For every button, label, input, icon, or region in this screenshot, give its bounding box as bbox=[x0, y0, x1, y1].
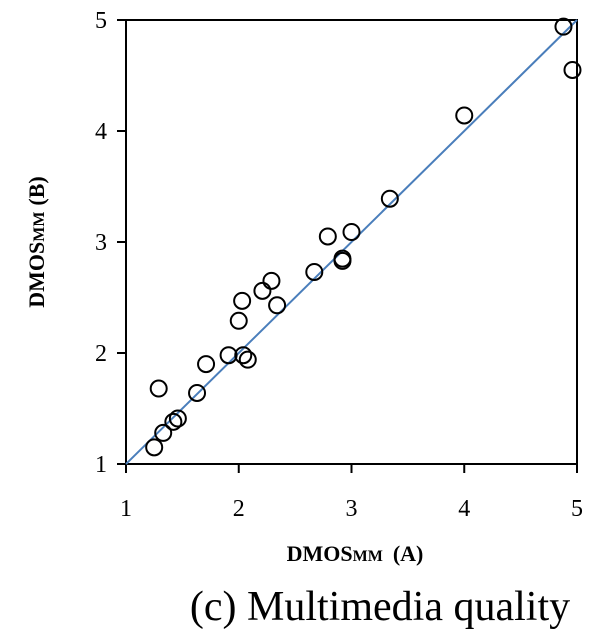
x-axis-title-suffix: (A) bbox=[393, 541, 424, 566]
data-point bbox=[455, 106, 474, 125]
data-point bbox=[233, 291, 252, 310]
x-tick-label: 1 bbox=[120, 496, 132, 522]
chart-caption: (c) Multimedia quality bbox=[190, 584, 570, 630]
x-axis-ticks: 1 2 3 4 5 bbox=[120, 464, 583, 522]
data-point bbox=[164, 412, 183, 431]
data-point bbox=[234, 346, 253, 365]
data-point bbox=[333, 251, 352, 270]
data-point bbox=[168, 409, 187, 428]
x-tick-label: 2 bbox=[233, 496, 245, 522]
reference-line bbox=[125, 19, 578, 465]
data-point bbox=[154, 423, 173, 442]
data-point bbox=[238, 350, 257, 369]
data-point bbox=[268, 296, 287, 315]
y-axis-title: DMOSMM (B) bbox=[24, 176, 49, 308]
x-tick-label: 3 bbox=[346, 496, 358, 522]
data-point bbox=[229, 311, 248, 330]
data-point bbox=[380, 189, 399, 208]
x-tick-label: 5 bbox=[571, 496, 583, 522]
data-point bbox=[318, 227, 337, 246]
data-point bbox=[554, 17, 573, 36]
y-tick-label: 2 bbox=[95, 341, 107, 367]
x-axis-title-sub: MM bbox=[353, 548, 383, 565]
data-points bbox=[145, 17, 582, 457]
data-point bbox=[342, 223, 361, 242]
x-axis-title: DMOSMM (A) bbox=[287, 541, 424, 566]
y-axis-title-main: DMOS bbox=[24, 242, 49, 308]
data-point bbox=[262, 271, 281, 290]
y-tick-label: 5 bbox=[95, 8, 107, 34]
data-point bbox=[149, 379, 168, 398]
x-tick-label: 4 bbox=[458, 496, 470, 522]
data-point bbox=[197, 355, 216, 374]
y-axis-title-sub: MM bbox=[31, 212, 48, 242]
y-axis-title-suffix: (B) bbox=[24, 176, 49, 205]
data-point bbox=[305, 262, 324, 281]
data-point bbox=[219, 346, 238, 365]
data-point bbox=[145, 438, 164, 457]
data-point bbox=[563, 60, 582, 79]
y-axis-ticks: 1 2 3 4 5 bbox=[95, 8, 126, 478]
y-tick-label: 3 bbox=[95, 230, 107, 256]
y-tick-label: 4 bbox=[95, 119, 107, 145]
y-tick-label: 1 bbox=[95, 452, 107, 478]
data-point bbox=[188, 383, 207, 402]
x-axis-title-main: DMOS bbox=[287, 541, 353, 566]
data-point bbox=[253, 281, 272, 300]
